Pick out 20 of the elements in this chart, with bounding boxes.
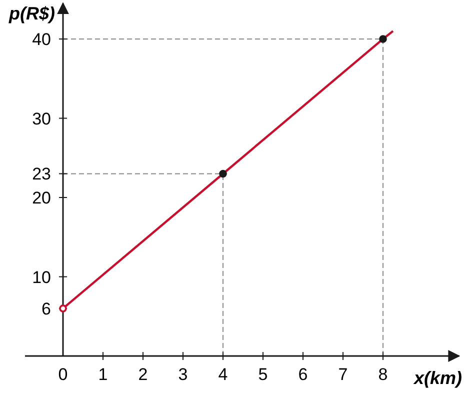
- y-tick-label: 30: [32, 109, 51, 128]
- x-tick-label: 5: [258, 365, 268, 384]
- y-tick-label: 10: [32, 268, 51, 287]
- x-tick-label: 3: [178, 365, 188, 384]
- y-tick-label: 40: [32, 30, 51, 49]
- point: [59, 304, 67, 312]
- x-tick-label: 4: [218, 365, 228, 384]
- y-tick-label: 23: [32, 164, 51, 184]
- x-tick-label: 2: [138, 365, 148, 384]
- x-axis-title: x(km): [412, 368, 462, 388]
- x-tick-label: 1: [98, 365, 108, 384]
- point: [379, 35, 387, 43]
- x-tick-label: 0: [58, 365, 68, 384]
- x-tick-label: 8: [378, 365, 388, 384]
- y-axis-title: p(R$): [8, 3, 55, 24]
- y-tick-label: 20: [32, 188, 51, 208]
- x-tick-label: 7: [338, 365, 348, 384]
- point: [219, 170, 227, 178]
- y-tick-label: 6: [42, 299, 51, 318]
- x-tick-label: 6: [298, 365, 308, 384]
